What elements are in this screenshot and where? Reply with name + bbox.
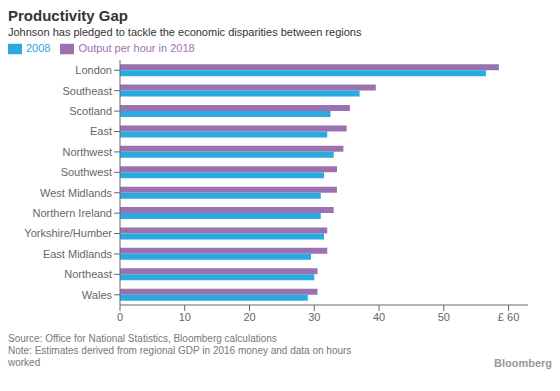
svg-text:£ 60: £ 60 — [498, 311, 519, 323]
svg-text:50: 50 — [438, 311, 450, 323]
html-text:Source: Office for National St: Source: Office for National Statistics, … — [8, 333, 277, 344]
svg-text:30: 30 — [308, 311, 320, 323]
html-text:Productivity Gap: Productivity Gap — [8, 7, 128, 24]
html-text:Bloomberg: Bloomberg — [493, 357, 552, 369]
svg-text:West Midlands: West Midlands — [40, 187, 112, 199]
svg-text:20: 20 — [243, 311, 255, 323]
svg-text:40: 40 — [373, 311, 385, 323]
svg-text:10: 10 — [179, 311, 191, 323]
svg-text:Wales: Wales — [82, 289, 113, 301]
svg-text:East Midlands: East Midlands — [43, 248, 113, 260]
svg-text:Yorkshire/Humber: Yorkshire/Humber — [24, 227, 112, 239]
svg-text:Southwest: Southwest — [61, 166, 112, 178]
svg-text:0: 0 — [117, 311, 123, 323]
html-text:2008: 2008 — [26, 42, 51, 54]
svg-text:London: London — [75, 64, 112, 76]
svg-text:Northern Ireland: Northern Ireland — [33, 207, 113, 219]
html-text:Note: Estimates derived from r: Note: Estimates derived from regional GD… — [8, 345, 352, 368]
html-text:Output per hour in 2018: Output per hour in 2018 — [78, 42, 195, 54]
svg-text:East: East — [90, 125, 112, 137]
html-text:Johnson has pledged to tackle: Johnson has pledged to tackle the econom… — [8, 26, 362, 38]
svg-text:Northeast: Northeast — [64, 268, 112, 280]
svg-text:Northwest: Northwest — [62, 146, 112, 158]
svg-text:Scotland: Scotland — [69, 105, 112, 117]
svg-text:Southeast: Southeast — [62, 85, 112, 97]
